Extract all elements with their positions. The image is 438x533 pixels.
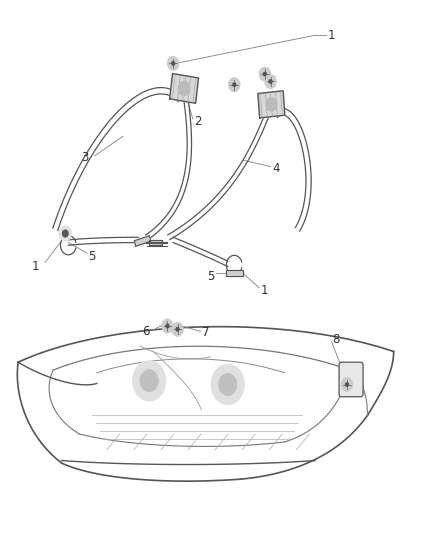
Text: 8: 8 [332,333,340,346]
Text: 5: 5 [207,270,215,282]
Circle shape [266,98,277,111]
Text: 1: 1 [327,29,335,42]
Circle shape [259,67,271,81]
Polygon shape [170,74,198,103]
Text: 7: 7 [202,326,210,340]
Polygon shape [134,236,151,246]
FancyBboxPatch shape [339,362,363,397]
Circle shape [229,78,240,92]
Text: 4: 4 [272,161,280,175]
Text: 3: 3 [81,151,89,164]
Text: 5: 5 [88,251,95,263]
Circle shape [172,322,183,336]
Circle shape [140,370,158,392]
Polygon shape [226,270,243,276]
Circle shape [133,361,166,401]
Circle shape [162,319,173,333]
Text: 1: 1 [32,260,39,273]
Circle shape [211,365,244,405]
Circle shape [176,327,179,331]
Circle shape [178,81,190,95]
Text: 1: 1 [261,285,268,297]
Circle shape [265,75,276,88]
Circle shape [219,374,237,395]
Text: 6: 6 [142,325,150,338]
Circle shape [346,383,348,386]
Circle shape [166,324,169,328]
Text: 2: 2 [194,116,201,128]
Circle shape [341,377,353,391]
Circle shape [269,80,272,83]
Circle shape [167,56,179,70]
Circle shape [172,62,175,65]
Circle shape [59,226,71,241]
Polygon shape [258,91,285,118]
Circle shape [263,72,266,76]
Circle shape [63,230,68,237]
Circle shape [233,83,236,86]
Polygon shape [149,240,162,245]
